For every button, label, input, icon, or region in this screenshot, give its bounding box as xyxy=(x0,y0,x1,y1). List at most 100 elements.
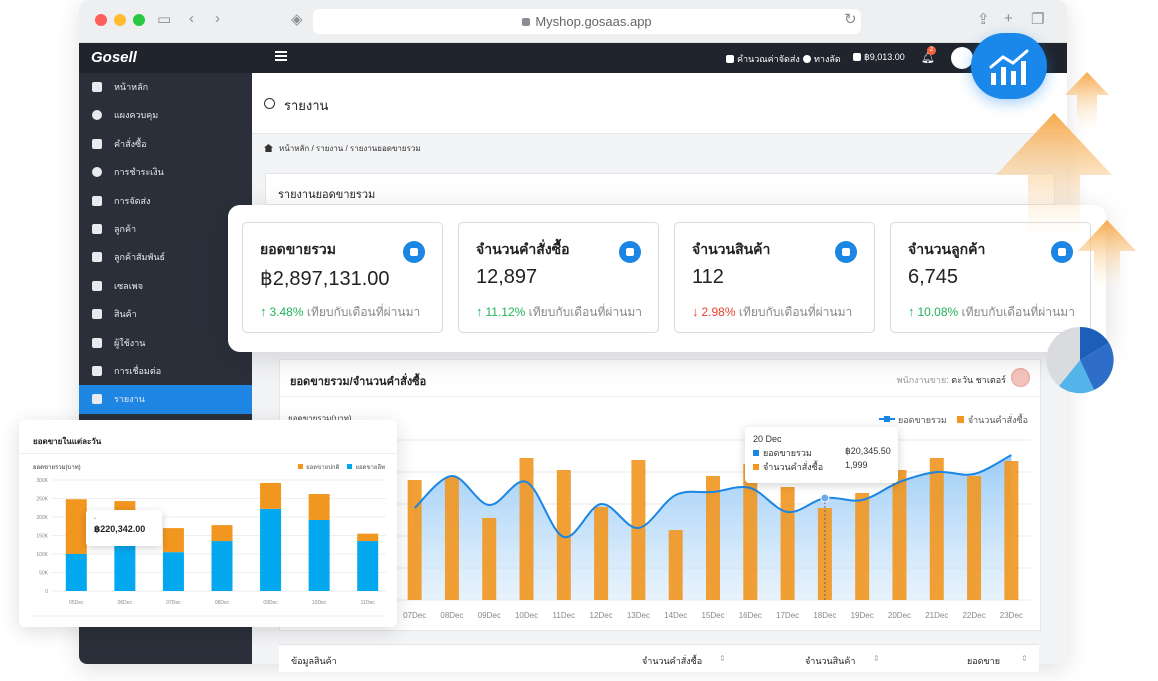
arrow-up-icon: ↑ xyxy=(908,304,915,319)
url-text: Myshop.gosaas.app xyxy=(535,14,652,29)
forward-arrow-icon[interactable]: › xyxy=(215,10,220,27)
tooltip-orders-label: จำนวนคำสั่งซื้อ xyxy=(763,462,824,472)
order-count-bar xyxy=(1004,461,1019,600)
sidebar-item-label: ลูกค้า xyxy=(114,223,137,234)
th-order-count[interactable]: จำนวนคำสั่งซื้อ xyxy=(642,656,703,666)
analytics-chart-icon xyxy=(971,33,1047,99)
new-tab-icon[interactable]: + xyxy=(1004,10,1013,27)
mini-y-tick: 100K xyxy=(36,552,48,558)
money-bag-icon xyxy=(403,241,425,263)
sidebar-item-salepage[interactable]: เซลเพจ xyxy=(79,272,252,300)
x-tick-label: 23Dec xyxy=(1000,611,1023,620)
sidebar-item-users[interactable]: ผู้ใช้งาน xyxy=(79,329,252,357)
stat-change: ↑ 10.08% เทียบกับเดือนที่ผ่านมา xyxy=(908,303,1075,322)
mini-chart-title: ยอดขายในแต่ละวัน xyxy=(33,437,102,446)
stat-change-pct: 10.08% xyxy=(917,305,959,319)
mini-x-tick: 10Dec xyxy=(312,600,327,606)
shield-icon[interactable]: ◈ xyxy=(291,11,303,28)
order-count-bar xyxy=(780,487,795,600)
home-icon xyxy=(92,82,102,92)
sidebar-item-products[interactable]: สินค้า xyxy=(79,300,252,328)
sidebar-item-label: หน้าหลัก xyxy=(114,82,149,92)
sidebar-item-payments[interactable]: การชำระเงิน xyxy=(79,158,252,186)
maximize-window-button[interactable] xyxy=(133,14,145,26)
sidebar-item-shipping[interactable]: การจัดส่ง xyxy=(79,187,252,215)
sidebar-item-home[interactable]: หน้าหลัก xyxy=(79,73,252,101)
mini-divider xyxy=(19,453,397,454)
sort-icon[interactable]: ⇕ xyxy=(1021,654,1028,663)
tooltip-date: 20 Dec xyxy=(753,434,782,444)
box-icon xyxy=(835,241,857,263)
shop-avatar[interactable] xyxy=(951,47,973,69)
sidebar-item-dashboard[interactable]: แผงควบคุม xyxy=(79,101,252,129)
share-icon[interactable]: ⇪ xyxy=(977,11,990,28)
x-tick-label: 16Dec xyxy=(739,611,762,620)
mini-y-tick: 200K xyxy=(36,515,48,521)
user-group-icon xyxy=(92,337,102,348)
x-tick-label: 20Dec xyxy=(888,611,911,620)
arrow-up-icon: ↑ xyxy=(476,304,483,319)
arrow-down-icon: ↓ xyxy=(692,304,699,319)
mini-bar-other xyxy=(211,541,233,591)
stat-change: ↑ 3.48% เทียบกับเดือนที่ผ่านมา xyxy=(260,303,420,322)
bell-icon[interactable]: 🔔︎ xyxy=(921,52,935,64)
stat-card-orders[interactable]: จำนวนคำสั่งซื้อ 12,897 ↑ 11.12% เทียบกับเ… xyxy=(458,222,659,333)
close-window-button[interactable] xyxy=(95,14,107,26)
sidebar-item-customers[interactable]: ลูกค้า xyxy=(79,215,252,243)
x-tick-label: 07Dec xyxy=(403,611,426,620)
th-product-info[interactable]: ข้อมูลสินค้า xyxy=(291,656,337,666)
sidebar-item-reports[interactable]: รายงาน xyxy=(79,385,252,414)
tooltip-orders-value: 1,999 xyxy=(845,460,868,470)
sales-line xyxy=(413,454,1012,539)
seller-info[interactable]: พนักงานขาย: ตะวัน ชาเตอร์ xyxy=(897,373,1006,387)
mini-bar-normal xyxy=(65,499,87,554)
stat-card-products[interactable]: จำนวนสินค้า 112 ↓ 2.98% เทียบกับเดือนที่ผ… xyxy=(674,222,875,333)
stat-title: จำนวนลูกค้า xyxy=(908,241,986,257)
sidebar-item-integrations[interactable]: การเชื่อมต่อ xyxy=(79,357,252,385)
sidebar-item-orders[interactable]: คำสั่งซื้อ xyxy=(79,130,252,158)
sidebar-item-crm[interactable]: ลูกค้าสัมพันธ์ xyxy=(79,243,252,271)
reload-icon[interactable]: ↻ xyxy=(844,11,857,28)
mini-y-tick: 50K xyxy=(39,571,49,577)
back-arrow-icon[interactable]: ‹ xyxy=(189,10,194,27)
stat-card-total-sales[interactable]: ยอดขายรวม ฿2,897,131.00 ↑ 3.48% เทียบกับเ… xyxy=(242,222,443,333)
home-icon[interactable] xyxy=(264,144,273,152)
x-tick-label: 11Dec xyxy=(553,611,576,620)
mini-x-tick: 07Dec xyxy=(166,600,181,606)
seller-avatar[interactable] xyxy=(1011,368,1030,387)
gosell-logo[interactable]: Gosell xyxy=(91,49,137,66)
shortcut-link[interactable]: ทางลัด xyxy=(803,52,841,66)
truck-icon xyxy=(92,195,102,206)
x-tick-label: 19Dec xyxy=(851,611,874,620)
sidebar-toggle-icon[interactable]: ▭ xyxy=(157,11,172,28)
calculator-icon xyxy=(726,55,734,63)
legend-line-label[interactable]: ยอดขายรวม xyxy=(898,415,947,425)
shipping-calc-link[interactable]: คำนวณค่าจัดส่ง xyxy=(726,52,800,66)
chart-title: ยอดขายรวม/จำนวนคำสั่งซื้อ xyxy=(290,376,427,388)
tabs-overview-icon[interactable]: ❐ xyxy=(1031,11,1045,28)
stat-change: ↓ 2.98% เทียบกับเดือนที่ผ่านมา xyxy=(692,303,852,322)
x-tick-label: 21Dec xyxy=(925,611,948,620)
hamburger-menu-icon[interactable] xyxy=(275,51,287,61)
address-bar[interactable]: Myshop.gosaas.app xyxy=(313,9,861,34)
wallet-icon xyxy=(853,53,861,61)
legend-bar-label[interactable]: จำนวนคำสั่งซื้อ xyxy=(967,415,1028,425)
back-circle-icon[interactable] xyxy=(264,98,275,109)
legend-normal-label[interactable]: ยอดขายปกติ xyxy=(306,465,340,471)
mini-x-tick: 09Dec xyxy=(263,600,278,606)
sort-icon[interactable]: ⇕ xyxy=(873,654,880,663)
minimize-window-button[interactable] xyxy=(114,14,126,26)
th-product-count[interactable]: จำนวนสินค้า xyxy=(805,656,856,666)
shortcut-label: ทางลัด xyxy=(814,54,841,64)
mini-y-tick: 300K xyxy=(36,478,48,484)
breadcrumb-text[interactable]: หน้าหลัก / รายงาน / รายงานยอดขายรวม xyxy=(279,144,421,153)
sort-icon[interactable]: ⇕ xyxy=(719,654,726,663)
legend-other-label[interactable]: ยอดขายอีพ xyxy=(355,465,385,471)
balance-link[interactable]: ฿9,013.00 xyxy=(853,52,905,63)
sidebar-item-label: รายงาน xyxy=(114,394,145,405)
stat-change-note: เทียบกับเดือนที่ผ่านมา xyxy=(961,305,1075,319)
th-sales[interactable]: ยอดขาย xyxy=(967,656,1001,666)
stat-card-customers[interactable]: จำนวนลูกค้า 6,745 ↑ 10.08% เทียบกับเดือนท… xyxy=(890,222,1091,333)
mini-chart-y-label: ยอดขายรวม(บาท) xyxy=(33,465,81,471)
arrow-up-icon: ↑ xyxy=(260,304,267,319)
